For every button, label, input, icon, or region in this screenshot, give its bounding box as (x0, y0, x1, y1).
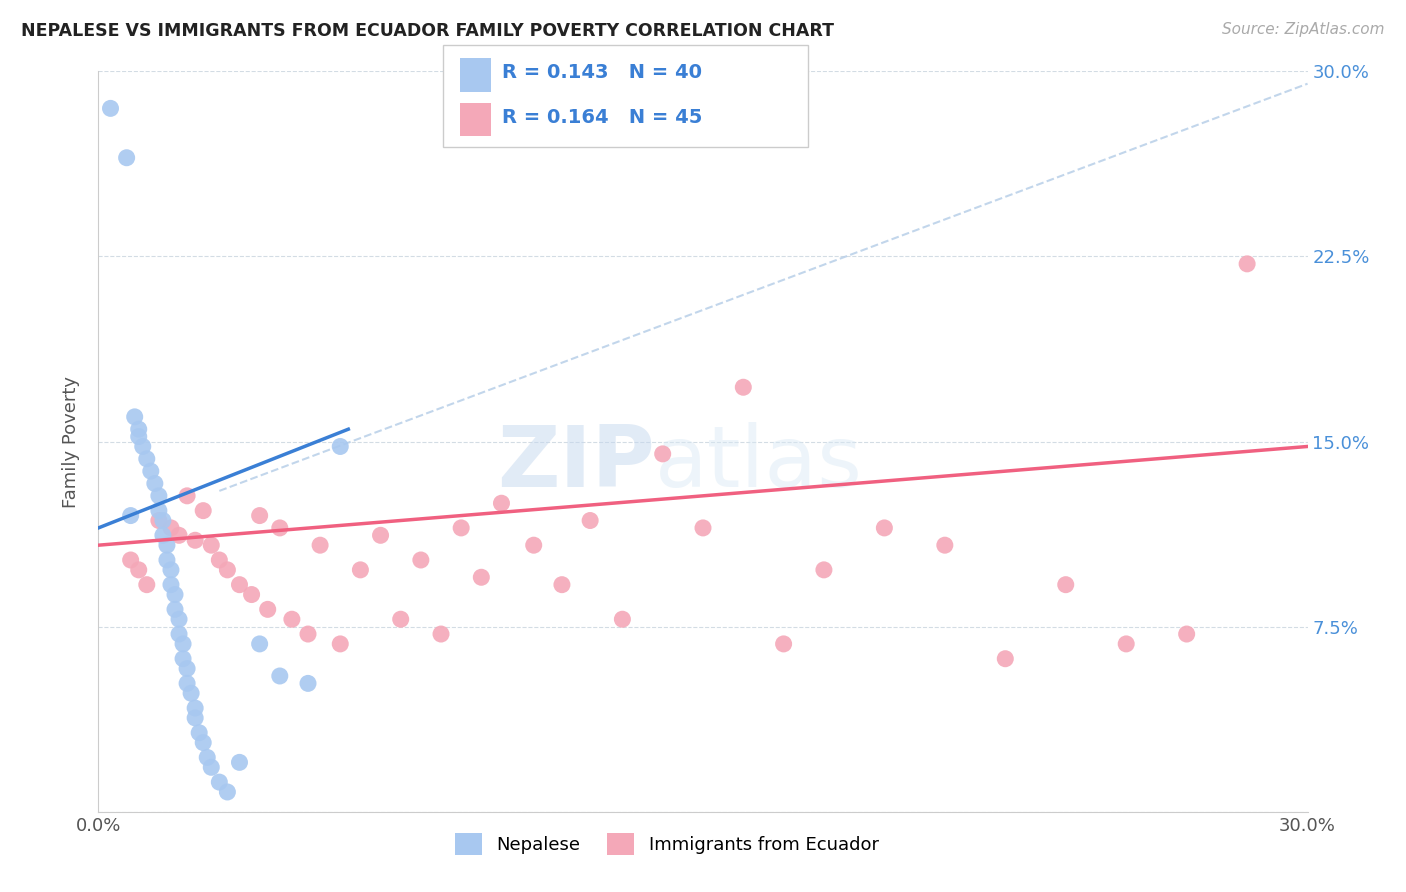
Point (217, 563, 239, 577)
Point (772, 637, 794, 651)
Point (994, 651, 1017, 665)
Point (450, 521, 472, 535)
Point (329, 637, 352, 651)
Point (163, 602, 186, 616)
Point (193, 736, 215, 750)
Point (200, 538, 222, 552)
Point (409, 553, 432, 567)
Point (349, 563, 371, 577)
Point (120, 553, 142, 567)
Point (651, 447, 673, 461)
Point (176, 489, 198, 503)
Point (135, 451, 157, 466)
Point (389, 612, 412, 626)
Point (160, 577, 183, 591)
Point (208, 553, 231, 567)
Point (217, 785, 239, 799)
Point (135, 577, 157, 591)
Point (167, 627, 190, 641)
Point (208, 775, 231, 789)
Point (160, 521, 183, 535)
Point (612, 612, 634, 626)
Point (228, 756, 250, 770)
Point (370, 528, 392, 542)
Point (256, 602, 278, 616)
Point (139, 464, 162, 478)
Point (269, 669, 291, 683)
Point (152, 514, 174, 528)
Y-axis label: Family Poverty: Family Poverty (62, 376, 80, 508)
Point (1175, 627, 1198, 641)
Point (148, 514, 170, 528)
Point (180, 686, 202, 700)
Point (115, 151, 138, 165)
Point (156, 553, 179, 567)
Point (128, 422, 150, 436)
Text: NEPALESE VS IMMIGRANTS FROM ECUADOR FAMILY POVERTY CORRELATION CHART: NEPALESE VS IMMIGRANTS FROM ECUADOR FAMI… (21, 22, 834, 40)
Point (163, 588, 186, 602)
Point (132, 440, 155, 454)
Point (124, 409, 146, 424)
Text: ZIP: ZIP (496, 422, 655, 505)
Point (172, 651, 194, 665)
Point (128, 429, 150, 443)
Text: Source: ZipAtlas.com: Source: ZipAtlas.com (1222, 22, 1385, 37)
Text: atlas: atlas (655, 422, 863, 505)
Point (1054, 577, 1077, 591)
Text: R = 0.143   N = 40: R = 0.143 N = 40 (502, 63, 702, 82)
Point (733, 380, 755, 394)
Point (1115, 637, 1137, 651)
Text: R = 0.164   N = 45: R = 0.164 N = 45 (502, 108, 703, 127)
Point (551, 577, 574, 591)
Point (195, 750, 218, 764)
Point (934, 538, 956, 552)
Point (579, 514, 602, 528)
Point (172, 637, 194, 651)
Point (148, 489, 170, 503)
Point (176, 676, 198, 690)
Point (249, 637, 271, 651)
Point (240, 588, 263, 602)
Legend: Nepalese, Immigrants from Ecuador: Nepalese, Immigrants from Ecuador (447, 825, 886, 862)
Point (100, 102, 122, 116)
Point (120, 508, 142, 523)
Point (148, 503, 170, 517)
Point (470, 570, 492, 584)
Point (430, 627, 453, 641)
Point (184, 711, 207, 725)
Point (329, 440, 352, 454)
Point (184, 701, 207, 715)
Point (156, 538, 179, 552)
Point (297, 676, 319, 690)
Point (167, 528, 190, 542)
Point (228, 577, 250, 591)
Point (692, 521, 714, 535)
Point (176, 662, 198, 676)
Point (1236, 257, 1258, 271)
Point (200, 760, 222, 774)
Point (167, 612, 190, 626)
Point (128, 563, 150, 577)
Point (249, 508, 271, 523)
Point (309, 538, 332, 552)
Point (813, 563, 835, 577)
Point (523, 538, 546, 552)
Point (160, 563, 183, 577)
Point (143, 476, 166, 491)
Point (184, 533, 207, 548)
Point (188, 725, 211, 739)
Point (152, 528, 174, 542)
Point (269, 521, 291, 535)
Point (281, 612, 304, 626)
Point (297, 627, 319, 641)
Point (873, 521, 896, 535)
Point (491, 496, 513, 510)
Point (193, 503, 215, 517)
